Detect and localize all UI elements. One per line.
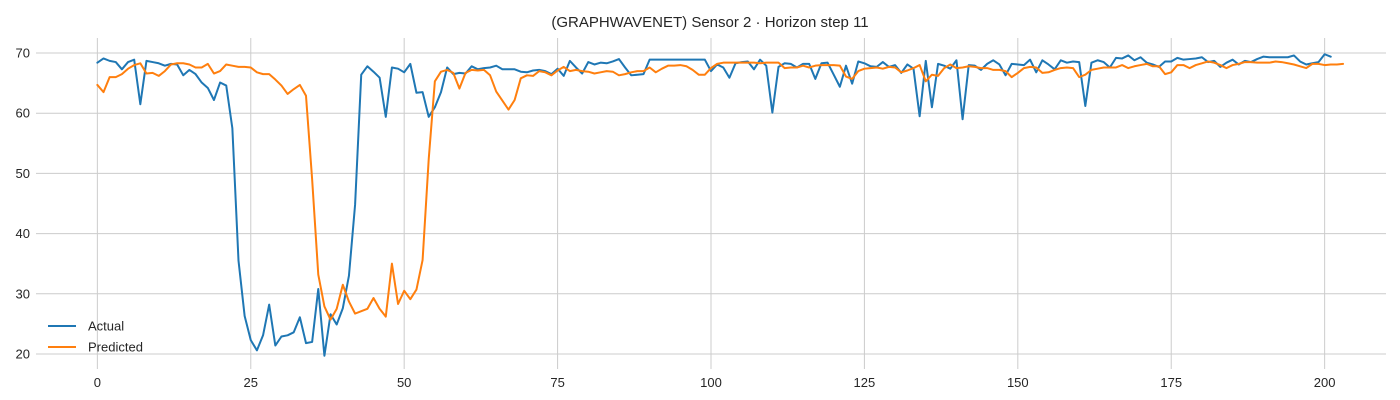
legend: Actual Predicted: [48, 319, 143, 355]
x-tick-label: 25: [244, 375, 258, 390]
y-tick-label: 40: [16, 226, 30, 241]
y-tick-label: 30: [16, 286, 30, 301]
x-tick-label: 0: [94, 375, 101, 390]
y-tick-label: 70: [16, 46, 30, 61]
y-tick-label: 60: [16, 106, 30, 121]
legend-label-actual: Actual: [88, 319, 124, 334]
tick-labels: 0 25 50 75 100 125 150 175 200 20 30 40 50 60 70: [16, 46, 1336, 390]
series-line-predicted: [96, 60, 1345, 321]
grid-layer: [36, 38, 1386, 369]
x-tick-label: 200: [1314, 375, 1336, 390]
x-tick-label: 150: [1007, 375, 1029, 390]
series-layer: [96, 53, 1345, 357]
y-tick-label: 50: [16, 166, 30, 181]
x-tick-label: 75: [550, 375, 564, 390]
x-tick-label: 50: [397, 375, 411, 390]
legend-label-predicted: Predicted: [88, 340, 143, 355]
chart-title: (GRAPHWAVENET) Sensor 2 · Horizon step 1…: [551, 14, 868, 31]
y-tick-label: 20: [16, 346, 30, 361]
series-line-actual: [96, 53, 1332, 357]
x-tick-label: 100: [700, 375, 722, 390]
x-tick-label: 125: [854, 375, 876, 390]
x-tick-label: 175: [1160, 375, 1182, 390]
